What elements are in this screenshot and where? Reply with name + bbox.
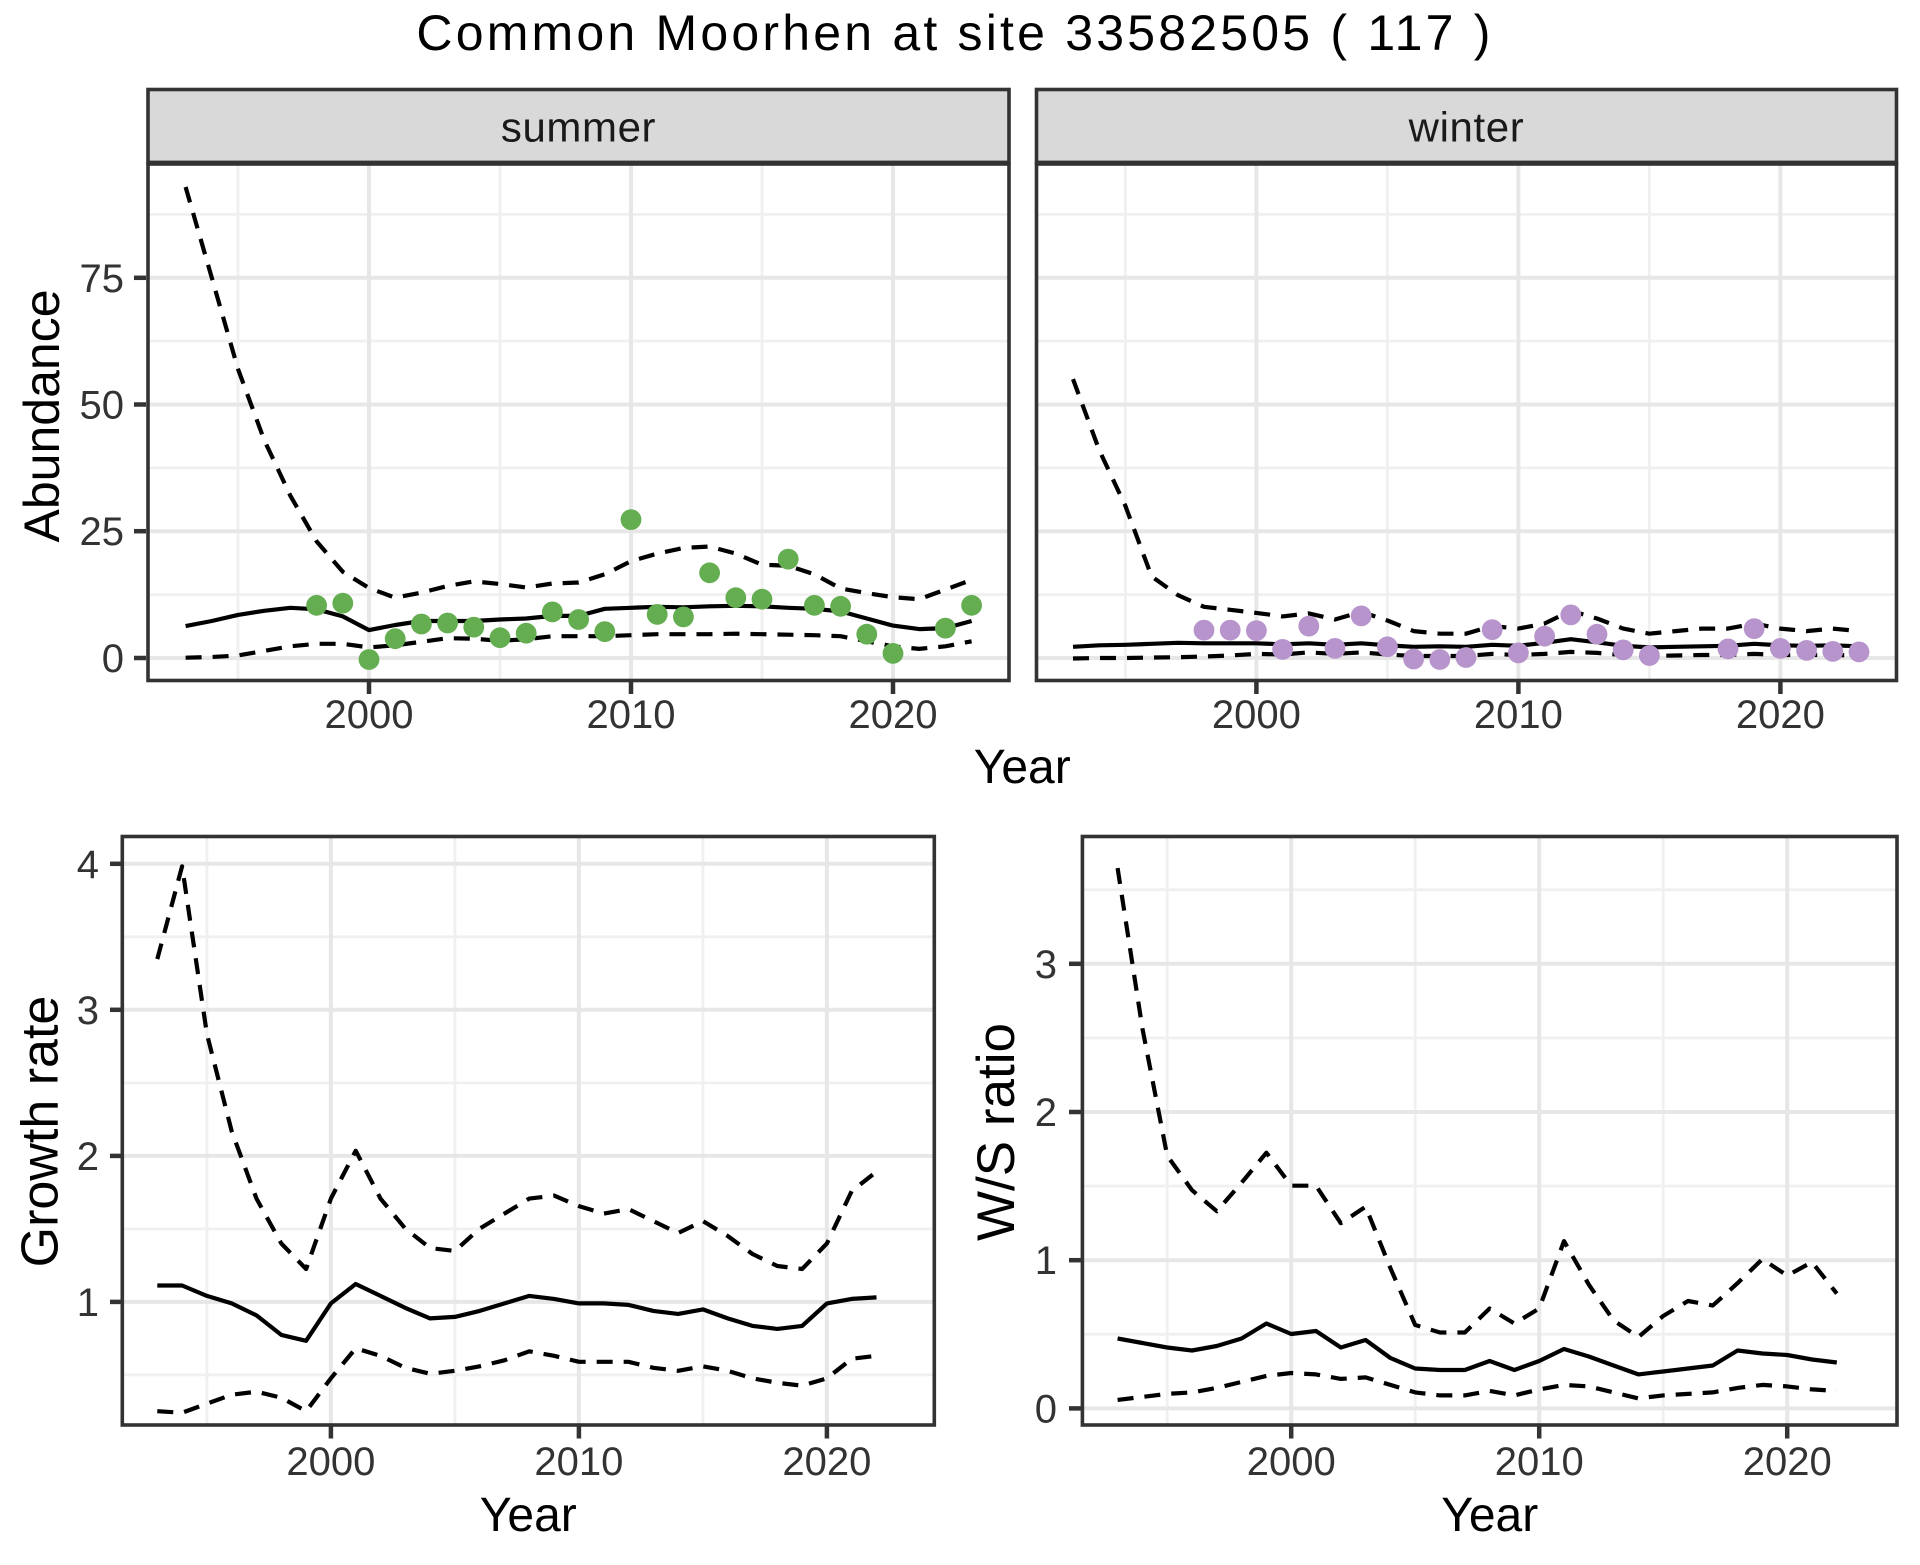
svg-text:0: 0 (1035, 1387, 1057, 1431)
svg-text:2020: 2020 (1736, 693, 1825, 737)
svg-text:winter: winter (1408, 104, 1525, 151)
svg-text:Year: Year (1441, 1489, 1538, 1542)
svg-text:2020: 2020 (782, 1440, 871, 1484)
svg-text:Growth rate: Growth rate (12, 996, 70, 1268)
svg-text:2000: 2000 (1212, 693, 1301, 737)
svg-text:2010: 2010 (534, 1440, 623, 1484)
svg-text:50: 50 (80, 384, 125, 428)
svg-text:Year: Year (480, 1489, 577, 1542)
svg-text:2010: 2010 (1495, 1440, 1584, 1484)
svg-text:2020: 2020 (849, 693, 938, 737)
svg-text:2010: 2010 (1474, 693, 1563, 737)
svg-text:2: 2 (77, 1135, 99, 1179)
svg-text:3: 3 (1035, 943, 1057, 987)
svg-text:3: 3 (77, 989, 99, 1033)
svg-text:75: 75 (80, 257, 125, 301)
svg-text:4: 4 (77, 843, 99, 887)
svg-text:summer: summer (501, 104, 656, 151)
svg-text:W/S ratio: W/S ratio (967, 1023, 1026, 1241)
svg-text:2000: 2000 (325, 693, 414, 737)
svg-text:2000: 2000 (286, 1440, 375, 1484)
svg-text:0: 0 (102, 637, 124, 681)
svg-text:Year: Year (974, 741, 1071, 794)
svg-text:2020: 2020 (1743, 1440, 1832, 1484)
svg-text:2000: 2000 (1247, 1440, 1336, 1484)
svg-text:1: 1 (77, 1281, 99, 1325)
svg-text:1: 1 (1035, 1239, 1057, 1283)
svg-text:Common Moorhen at site 3358250: Common Moorhen at site 33582505 ( 117 ) (416, 5, 1493, 61)
svg-text:2: 2 (1035, 1091, 1057, 1135)
svg-text:Abundance: Abundance (14, 289, 70, 542)
svg-text:2010: 2010 (587, 693, 676, 737)
svg-text:25: 25 (80, 510, 125, 554)
